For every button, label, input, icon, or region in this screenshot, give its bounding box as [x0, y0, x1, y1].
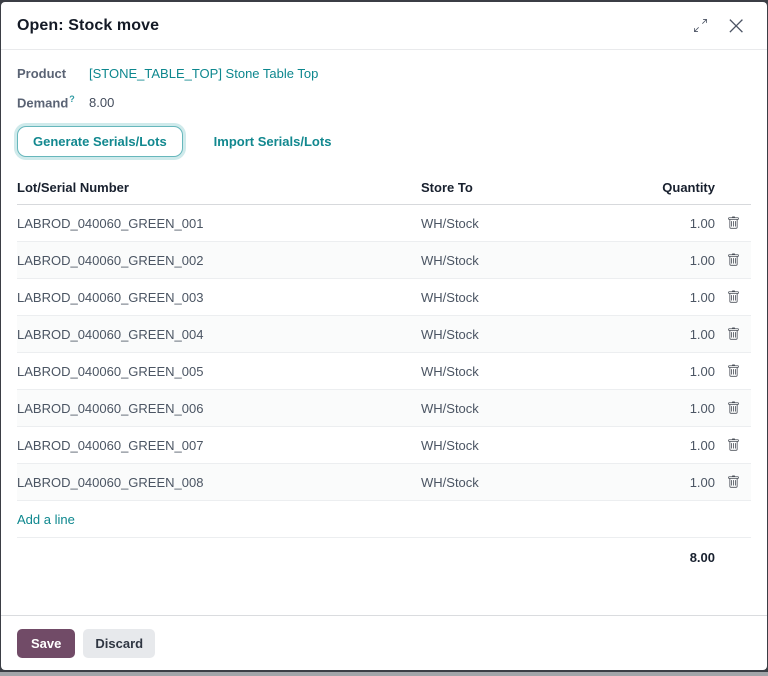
body-spacer [17, 576, 751, 615]
expand-icon[interactable] [690, 15, 711, 36]
dialog-title: Open: Stock move [17, 16, 160, 34]
trash-icon[interactable] [725, 325, 742, 343]
total-row: 8.00 [17, 538, 751, 576]
table-body: LABROD_040060_GREEN_001 WH/Stock 1.00 LA… [17, 205, 751, 502]
quantity-cell[interactable]: 1.00 [689, 215, 715, 231]
quantity-cell[interactable]: 1.00 [689, 474, 715, 490]
move-lines-table: Lot/Serial Number Store To Quantity LABR… [17, 171, 751, 576]
quantity-cell[interactable]: 1.00 [689, 400, 715, 416]
trash-icon[interactable] [725, 473, 742, 491]
lot-serial-cell[interactable]: LABROD_040060_GREEN_007 [17, 437, 204, 453]
dialog-body: Product [STONE_TABLE_TOP] Stone Table To… [1, 50, 767, 615]
column-header-quantity[interactable]: Quantity [662, 180, 715, 196]
import-serials-button[interactable]: Import Serials/Lots [213, 134, 332, 150]
product-field-row: Product [STONE_TABLE_TOP] Stone Table To… [17, 66, 751, 81]
quantity-cell[interactable]: 1.00 [689, 326, 715, 342]
product-label: Product [17, 66, 67, 81]
lot-serial-cell[interactable]: LABROD_040060_GREEN_008 [17, 474, 204, 490]
trash-icon[interactable] [725, 251, 742, 269]
table-header-row: Lot/Serial Number Store To Quantity [17, 171, 751, 206]
store-to-cell[interactable]: WH/Stock [421, 400, 479, 416]
trash-icon[interactable] [725, 214, 742, 232]
store-to-cell[interactable]: WH/Stock [421, 215, 479, 231]
quantity-cell[interactable]: 1.00 [689, 289, 715, 305]
table-row[interactable]: LABROD_040060_GREEN_007 WH/Stock 1.00 [17, 427, 751, 465]
dialog-header: Open: Stock move × [1, 2, 767, 50]
add-line-row: Add a line [17, 501, 751, 539]
table-row[interactable]: LABROD_040060_GREEN_005 WH/Stock 1.00 [17, 353, 751, 391]
quantity-total: 8.00 [689, 549, 715, 565]
table-row[interactable]: LABROD_040060_GREEN_008 WH/Stock 1.00 [17, 464, 751, 502]
table-row[interactable]: LABROD_040060_GREEN_002 WH/Stock 1.00 [17, 242, 751, 280]
close-icon[interactable]: × [721, 9, 751, 43]
store-to-cell[interactable]: WH/Stock [421, 474, 479, 490]
lot-serial-cell[interactable]: LABROD_040060_GREEN_005 [17, 363, 204, 379]
table-row[interactable]: LABROD_040060_GREEN_001 WH/Stock 1.00 [17, 205, 751, 243]
column-header-store-to[interactable]: Store To [421, 180, 473, 196]
table-row[interactable]: LABROD_040060_GREEN_003 WH/Stock 1.00 [17, 279, 751, 317]
lot-serial-cell[interactable]: LABROD_040060_GREEN_004 [17, 326, 204, 342]
lot-serial-cell[interactable]: LABROD_040060_GREEN_001 [17, 215, 204, 231]
quantity-cell[interactable]: 1.00 [689, 437, 715, 453]
lot-serial-cell[interactable]: LABROD_040060_GREEN_006 [17, 400, 204, 416]
demand-label: Demand? [17, 94, 75, 111]
discard-button[interactable]: Discard [83, 628, 156, 658]
dialog-footer: Save Discard [1, 615, 767, 670]
save-button[interactable]: Save [17, 628, 76, 658]
store-to-cell[interactable]: WH/Stock [421, 326, 479, 342]
store-to-cell[interactable]: WH/Stock [421, 252, 479, 268]
trash-icon[interactable] [725, 288, 742, 306]
lot-serial-cell[interactable]: LABROD_040060_GREEN_003 [17, 289, 204, 305]
add-a-line-link[interactable]: Add a line [17, 511, 75, 527]
lot-serial-cell[interactable]: LABROD_040060_GREEN_002 [17, 252, 204, 268]
quantity-cell[interactable]: 1.00 [689, 252, 715, 268]
help-icon: ? [69, 94, 75, 104]
store-to-cell[interactable]: WH/Stock [421, 363, 479, 379]
demand-value: 8.00 [89, 95, 115, 111]
table-row[interactable]: LABROD_040060_GREEN_004 WH/Stock 1.00 [17, 316, 751, 354]
trash-icon[interactable] [725, 436, 742, 454]
product-link[interactable]: [STONE_TABLE_TOP] Stone Table Top [89, 66, 319, 81]
table-row[interactable]: LABROD_040060_GREEN_006 WH/Stock 1.00 [17, 390, 751, 428]
demand-field-row: Demand? 8.00 [17, 94, 751, 110]
store-to-cell[interactable]: WH/Stock [421, 437, 479, 453]
serials-actions-row: Generate Serials/Lots Import Serials/Lot… [17, 126, 751, 158]
trash-icon[interactable] [725, 362, 742, 380]
quantity-cell[interactable]: 1.00 [689, 363, 715, 379]
column-header-lot[interactable]: Lot/Serial Number [17, 180, 129, 196]
trash-icon[interactable] [725, 399, 742, 417]
store-to-cell[interactable]: WH/Stock [421, 289, 479, 305]
generate-serials-button[interactable]: Generate Serials/Lots [17, 126, 183, 158]
